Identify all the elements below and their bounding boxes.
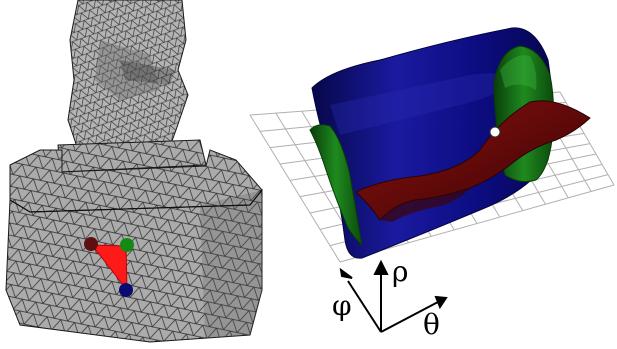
statue-mesh bbox=[5, 0, 263, 343]
axis-label-rho: ρ bbox=[392, 255, 409, 288]
grid-line bbox=[339, 184, 615, 263]
axis-label-phi: φ bbox=[332, 289, 352, 322]
highlighted-triangle bbox=[90, 244, 128, 292]
grid-line bbox=[249, 114, 341, 263]
axis-label-theta: θ bbox=[423, 308, 440, 341]
vertex-point-dark-red bbox=[84, 237, 98, 251]
axis-theta bbox=[380, 301, 439, 333]
vertex-point-blue bbox=[119, 283, 133, 297]
axis-phi bbox=[347, 280, 382, 333]
surface-green-left bbox=[309, 124, 363, 247]
vertex-point-green bbox=[120, 238, 134, 252]
axes bbox=[339, 259, 448, 333]
marker-point bbox=[489, 126, 501, 138]
grid-line bbox=[559, 91, 615, 186]
